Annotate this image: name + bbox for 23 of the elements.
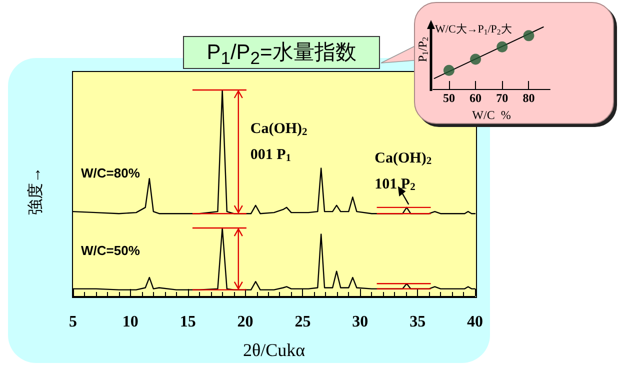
x-tick-label: 40 [467,314,483,330]
x-tick-label: 15 [180,314,196,330]
chart-title: P$_{1}$/P$_{2}$=水量指数 [183,36,380,69]
x-tick-label: 80 [522,91,535,105]
x-tick-label: 5 [69,314,77,330]
x-tick-label: 70 [496,91,508,105]
y-axis-title: 強度→ [26,167,44,215]
x-axis-title: W/C % [472,108,511,122]
x-tick-label: 35 [410,314,426,330]
x-tick-label: 50 [442,91,455,105]
x-tick-label: 30 [352,314,368,330]
y-axis-title: P1/P2 [416,36,430,62]
x-tick-label: 60 [470,91,482,105]
point [470,54,482,65]
series-label: W/C=50% [81,242,140,258]
point [443,64,454,76]
x-tick-label: 25 [294,314,311,330]
point [523,30,534,42]
series-label: W/C=80% [81,166,140,181]
x-axis-title: 2θ/Cukα [242,340,306,360]
point [496,41,508,52]
x-tick-label: 20 [237,314,254,330]
x-tick-label: 10 [122,314,138,330]
